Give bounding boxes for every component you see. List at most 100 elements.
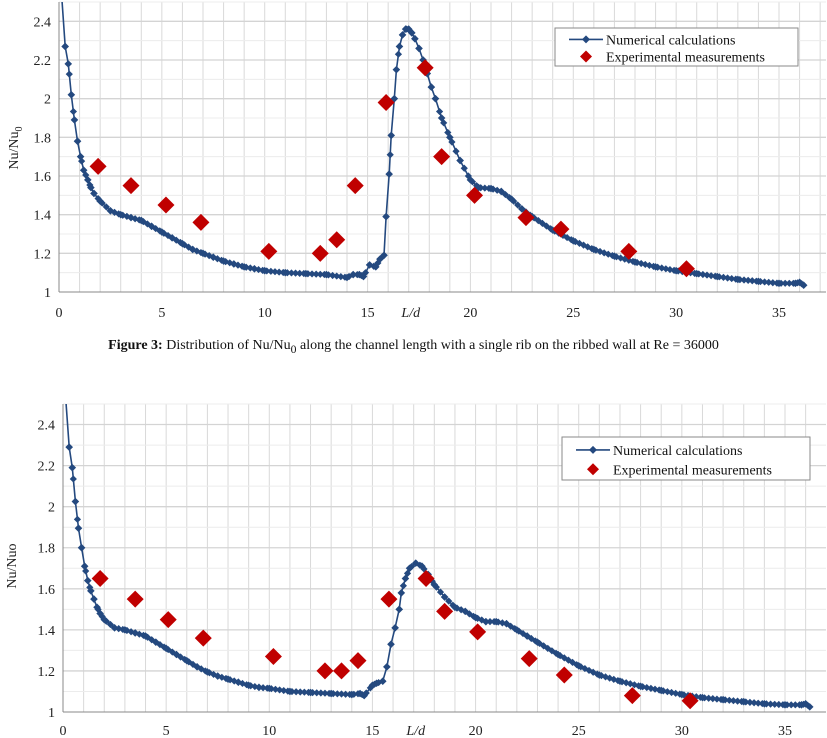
numerical-point <box>213 255 221 263</box>
numerical-point <box>698 693 707 702</box>
numerical-point <box>604 250 612 258</box>
numerical-point <box>259 684 267 692</box>
numerical-point <box>168 234 176 242</box>
numerical-point <box>631 258 639 266</box>
numerical-point <box>554 650 562 659</box>
numerical-point <box>574 662 583 670</box>
legend-box <box>561 436 811 481</box>
experimental-point <box>417 570 435 588</box>
numerical-point <box>473 182 481 190</box>
y-tick-label: 2.2 <box>34 54 52 69</box>
x-tick-label: 10 <box>258 306 272 321</box>
numerical-point <box>316 270 324 278</box>
y-axis-label-main: Nu/Nuo <box>5 543 20 588</box>
numerical-point <box>96 197 104 205</box>
numerical-point <box>172 650 181 659</box>
numerical-point <box>760 699 769 708</box>
experimental-point <box>552 220 570 238</box>
numerical-point <box>265 684 274 693</box>
x-tick-label: 10 <box>262 724 276 738</box>
numerical-point <box>492 617 500 626</box>
numerical-point <box>466 176 475 184</box>
experimental-point <box>620 242 638 260</box>
x-tick-label: 5 <box>158 306 165 321</box>
numerical-point <box>510 197 518 205</box>
numerical-point <box>260 266 269 275</box>
caption-text: Distribution of Nu/Nu <box>166 338 291 353</box>
numerical-point <box>581 664 589 673</box>
numerical-point <box>141 632 150 640</box>
numerical-point <box>622 679 630 687</box>
numerical-point <box>590 245 598 254</box>
experimental-point <box>157 196 175 214</box>
numerical-point <box>452 147 460 155</box>
caption-text-end: along the channel length with a single r… <box>296 338 719 353</box>
numerical-point <box>61 42 69 51</box>
numerical-point <box>408 29 416 37</box>
x-tick-label: 30 <box>669 306 683 321</box>
numerical-point <box>542 222 551 230</box>
numerical-point <box>147 222 156 231</box>
experimental-point <box>316 662 334 680</box>
numerical-point <box>662 265 670 273</box>
y-tick-label: 2 <box>48 501 55 516</box>
numerical-point <box>534 217 542 225</box>
numerical-point <box>663 688 672 696</box>
experimental-point <box>520 650 538 668</box>
numerical-point <box>431 94 440 103</box>
numerical-point <box>67 91 76 99</box>
experimental-point <box>89 157 107 175</box>
numerical-point <box>418 562 426 571</box>
x-tick-label: 35 <box>772 306 786 321</box>
numerical-point <box>507 622 515 630</box>
numerical-point <box>162 644 170 653</box>
figure-caption: Figure 3: Distribution of Nu/Nu0 along t… <box>0 338 827 356</box>
y-tick-label: 1.6 <box>34 170 52 185</box>
numerical-point <box>728 274 736 283</box>
series-experimental <box>91 570 699 710</box>
numerical-point <box>560 654 568 662</box>
y-tick-label: 1.4 <box>34 209 52 224</box>
numerical-point <box>267 267 275 275</box>
numerical-point <box>383 663 391 671</box>
numerical-point <box>275 268 283 276</box>
numerical-point <box>224 675 232 683</box>
y-axis-label: Nu/Nu0 <box>7 126 25 169</box>
numerical-point <box>723 274 732 282</box>
y-axis-label-main: Nu/Nu <box>7 131 22 169</box>
numerical-point <box>64 60 73 68</box>
experimental-point <box>91 570 109 588</box>
numerical-point <box>692 269 701 278</box>
numerical-point <box>733 697 742 705</box>
numerical-point <box>568 658 577 667</box>
numerical-point <box>80 562 89 571</box>
legend-experimental-marker <box>587 463 599 476</box>
numerical-point <box>78 157 86 165</box>
numerical-point <box>90 189 98 198</box>
numerical-point <box>746 698 754 706</box>
numerical-point <box>734 275 742 284</box>
numerical-point <box>445 597 453 605</box>
y-tick-label: 1.6 <box>38 583 56 598</box>
numerical-point <box>405 564 414 573</box>
numerical-point <box>487 184 495 193</box>
numerical-point <box>596 247 604 256</box>
numerical-point <box>657 686 666 695</box>
numerical-point <box>312 270 320 278</box>
numerical-point <box>306 688 315 697</box>
experimental-point <box>681 692 699 710</box>
numerical-point <box>729 697 738 705</box>
numerical-point <box>456 156 464 165</box>
numerical-point <box>308 270 316 278</box>
numerical-point <box>739 697 748 706</box>
experimental-point <box>436 602 454 620</box>
numerical-point <box>83 576 92 585</box>
numerical-point <box>401 574 410 583</box>
numerical-point <box>446 133 454 142</box>
numerical-point <box>748 277 756 285</box>
numerical-point <box>386 151 394 159</box>
x-tick-label: 30 <box>675 724 689 738</box>
y-axis-label-subscript: 0 <box>14 126 25 131</box>
numerical-point <box>641 260 649 269</box>
numerical-point <box>131 629 139 637</box>
